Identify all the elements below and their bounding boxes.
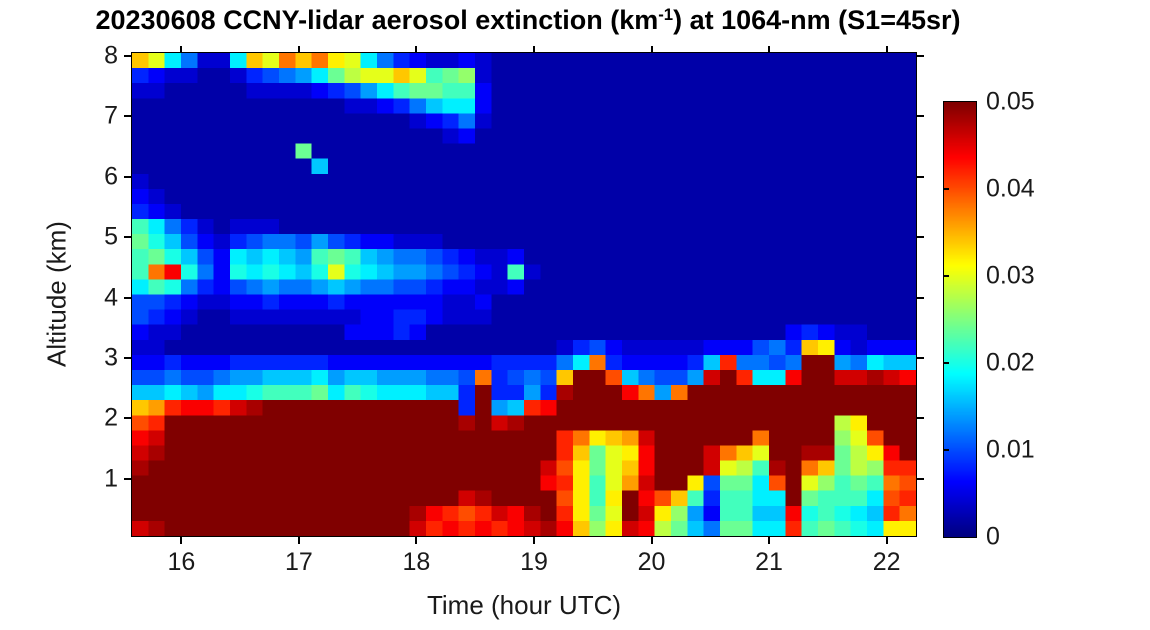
chart-title-suffix: ) at 1064-nm (S1=45sr) (673, 5, 961, 35)
x-axis-tick-top (768, 46, 771, 53)
x-tick-label: 20 (637, 548, 666, 576)
x-tick-label: 17 (285, 548, 313, 576)
heatmap-canvas (132, 53, 916, 536)
y-axis-tick (124, 55, 131, 58)
y-axis-tick (124, 477, 131, 480)
colorbar-tick (944, 449, 949, 451)
x-axis-tick (180, 537, 183, 544)
colorbar-tick-label: 0.03 (986, 261, 1035, 290)
colorbar-tick-label: 0.02 (986, 348, 1035, 377)
y-tick-label: 1 (104, 464, 118, 493)
y-tick-label: 3 (104, 343, 118, 372)
x-axis-tick-top (180, 46, 183, 53)
y-tick-label: 6 (104, 162, 118, 191)
chart-title-superscript: -1 (658, 4, 674, 24)
y-axis-tick-right (917, 477, 924, 480)
colorbar-tick (944, 275, 949, 277)
y-axis-tick-right (917, 175, 924, 178)
x-tick-label: 19 (520, 548, 548, 576)
y-axis-tick-right (917, 55, 924, 58)
x-axis-tick (768, 537, 771, 544)
x-axis-tick-top (885, 46, 888, 53)
y-tick-label: 8 (104, 41, 118, 70)
colorbar-tick-label: 0 (986, 522, 1000, 551)
x-axis-tick-top (297, 46, 300, 53)
y-tick-label: 4 (104, 283, 118, 312)
x-axis-tick (650, 537, 653, 544)
x-axis-tick-top (415, 46, 418, 53)
y-axis-tick-right (917, 296, 924, 299)
x-axis-tick (885, 537, 888, 544)
y-axis-tick (124, 417, 131, 420)
y-axis-tick-right (917, 417, 924, 420)
x-axis-label: Time (hour UTC) (426, 590, 622, 620)
y-axis-tick-right (917, 236, 924, 239)
x-axis-tick-top (650, 46, 653, 53)
y-axis-tick (124, 236, 131, 239)
colorbar-tick (944, 188, 949, 190)
colorbar-tick-label: 0.04 (986, 174, 1035, 203)
x-axis-tick (415, 537, 418, 544)
colorbar-tick-label: 0.05 (986, 87, 1035, 116)
y-axis-tick (124, 175, 131, 178)
y-tick-label: 5 (104, 222, 118, 251)
x-axis-tick (532, 537, 535, 544)
y-axis-tick (124, 115, 131, 118)
chart-title: 20230608 CCNY-lidar aerosol extinction (… (95, 5, 960, 36)
x-tick-label: 16 (167, 548, 196, 576)
x-axis-tick-top (532, 46, 535, 53)
x-tick-label: 21 (755, 548, 783, 576)
colorbar-gradient (944, 102, 976, 537)
y-axis-label: Altitude (km) (41, 221, 72, 367)
y-axis-tick (124, 356, 131, 359)
y-tick-label: 7 (104, 101, 118, 130)
x-tick-label: 22 (872, 548, 901, 576)
y-tick-label: 2 (104, 403, 118, 432)
y-axis-tick (124, 296, 131, 299)
colorbar-tick (944, 362, 949, 364)
x-tick-label: 18 (402, 548, 431, 576)
x-axis-tick (297, 537, 300, 544)
y-axis-tick-right (917, 356, 924, 359)
colorbar-tick-label: 0.01 (986, 435, 1035, 464)
chart-title-prefix: 20230608 CCNY-lidar aerosol extinction (… (95, 5, 659, 35)
y-axis-tick-right (917, 115, 924, 118)
